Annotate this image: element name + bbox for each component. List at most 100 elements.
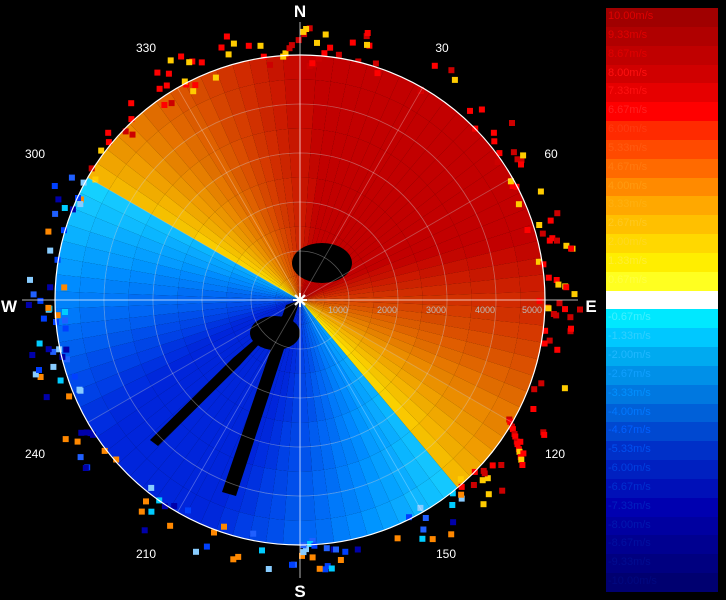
velocity-cell <box>377 354 402 376</box>
velocity-cell <box>377 418 401 446</box>
velocity-cell <box>203 218 228 240</box>
velocity-cell <box>254 309 278 322</box>
legend-entry: -9.33m/s <box>606 554 718 574</box>
noise-pixel <box>422 515 429 521</box>
noise-pixel <box>43 394 50 401</box>
velocity-cell <box>293 300 300 324</box>
noise-pixel <box>457 476 464 483</box>
velocity-cell <box>277 289 300 300</box>
noise-pixel <box>450 519 457 526</box>
velocity-cell <box>109 398 138 424</box>
velocity-cell <box>324 294 349 300</box>
velocity-cell <box>252 132 270 159</box>
velocity-cell <box>388 246 414 264</box>
velocity-cell <box>300 300 324 310</box>
noise-pixel <box>185 507 191 514</box>
velocity-cell <box>415 121 442 150</box>
velocity-cell <box>368 365 391 389</box>
legend-label: -8.00m/s <box>608 518 651 531</box>
velocity-cell <box>385 194 410 218</box>
velocity-cell <box>335 108 354 136</box>
velocity-cell <box>322 278 346 291</box>
velocity-cell <box>55 307 81 326</box>
velocity-cell <box>216 64 240 93</box>
velocity-cell <box>184 438 210 467</box>
velocity-cell <box>418 321 445 336</box>
cardinal-south: S <box>294 582 305 600</box>
noise-pixel <box>322 566 329 573</box>
velocity-cell <box>279 347 290 372</box>
noise-pixel <box>568 325 574 332</box>
noise-pixel <box>571 291 578 298</box>
velocity-cell <box>265 518 285 545</box>
velocity-cell <box>209 257 234 273</box>
legend-swatch <box>606 384 718 404</box>
velocity-cell <box>323 288 349 296</box>
velocity-cell <box>184 201 209 225</box>
legend-swatch <box>606 158 718 178</box>
velocity-cell <box>346 277 372 289</box>
noise-pixel <box>178 53 185 60</box>
velocity-cell <box>384 343 411 362</box>
noise-pixel <box>458 483 465 490</box>
velocity-cell <box>242 359 262 384</box>
velocity-cell <box>316 344 330 370</box>
velocity-cell <box>435 179 463 205</box>
velocity-cell <box>346 311 372 323</box>
velocity-cell <box>160 244 187 263</box>
velocity-cell <box>174 141 200 169</box>
velocity-cell <box>113 353 141 374</box>
velocity-cell <box>213 399 236 425</box>
velocity-cell <box>318 315 339 333</box>
velocity-cell <box>317 154 331 181</box>
legend-entry: 9.33m/s <box>606 26 718 46</box>
velocity-cell <box>390 330 417 346</box>
velocity-cell <box>226 287 252 295</box>
velocity-cell <box>340 488 361 516</box>
noise-pixel <box>167 522 174 529</box>
velocity-cell <box>313 178 326 205</box>
noise-pixel <box>71 373 78 380</box>
noise-pixel <box>561 385 568 392</box>
velocity-cell <box>473 423 504 451</box>
noise-pixel <box>311 542 318 549</box>
velocity-cell <box>231 224 253 248</box>
velocity-cell <box>466 329 493 348</box>
velocity-cell <box>367 479 390 508</box>
noise-pixel <box>32 371 39 378</box>
velocity-cell <box>300 286 322 300</box>
velocity-cell <box>109 239 137 259</box>
noise-pixel <box>309 554 316 561</box>
velocity-cell <box>335 464 354 492</box>
legend-label: -1.33m/s <box>608 330 651 343</box>
noise-pixel <box>230 40 237 47</box>
velocity-cell <box>158 450 185 479</box>
velocity-cell <box>413 337 440 356</box>
velocity-cell <box>289 153 300 178</box>
velocity-cell <box>442 258 469 275</box>
noise-pixel <box>449 502 456 508</box>
noise-pixel <box>300 549 307 556</box>
velocity-cell <box>377 154 401 182</box>
velocity-cell <box>368 263 394 278</box>
velocity-cell <box>113 226 141 247</box>
velocity-cell <box>184 375 209 399</box>
velocity-cell <box>360 245 385 264</box>
velocity-cell <box>333 158 351 185</box>
velocity-cell <box>123 375 152 398</box>
velocity-cell <box>164 390 191 415</box>
legend-entry: -6.67m/s <box>606 478 718 498</box>
velocity-cell <box>239 84 260 112</box>
legend-swatch <box>606 347 718 366</box>
velocity-cell <box>249 158 267 185</box>
velocity-cell <box>300 446 312 472</box>
velocity-cell <box>300 495 316 521</box>
noise-pixel <box>458 491 465 498</box>
velocity-cell <box>372 218 397 240</box>
legend-swatch <box>606 497 718 517</box>
noise-pixel <box>37 374 44 380</box>
velocity-cell <box>504 368 533 392</box>
noise-pixel <box>448 67 455 74</box>
velocity-cell <box>310 321 323 345</box>
velocity-cell <box>145 364 173 386</box>
